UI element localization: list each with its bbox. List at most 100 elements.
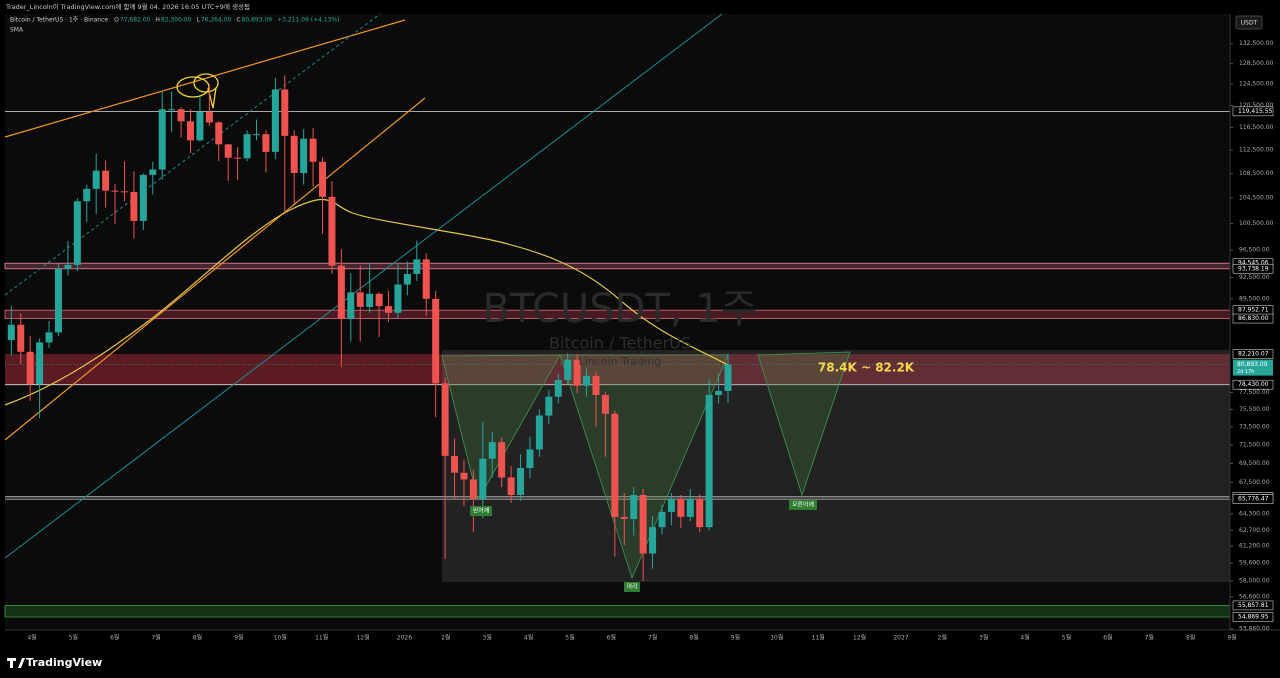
candle-body — [545, 396, 553, 416]
y-tick-label: 56,600.00 — [1239, 593, 1270, 600]
currency-button[interactable] — [1235, 15, 1263, 30]
candle-body — [196, 111, 204, 141]
price-label-box — [1232, 106, 1274, 117]
y-tick-label: 92,500.00 — [1239, 274, 1270, 281]
y-tick-label: 96,500.00 — [1239, 246, 1270, 253]
y-tick-label: 53,860.00 — [1239, 626, 1270, 633]
candle-body — [158, 109, 166, 170]
ohlc-value: 80,893.09 — [242, 17, 273, 24]
pattern-box — [442, 350, 1230, 582]
x-tick-label: 7월 — [1145, 634, 1154, 642]
label-box — [470, 506, 492, 516]
price-label-box — [1232, 263, 1274, 274]
x-tick-label: 3월 — [483, 634, 492, 642]
x-tick-label: 9월 — [1227, 634, 1236, 642]
left-shoulder-shape — [441, 354, 561, 502]
y-tick-label: 69,500.00 — [1239, 460, 1270, 467]
candle-body — [385, 306, 393, 313]
candle-body — [422, 259, 430, 299]
trend-line — [4, 19, 406, 138]
price-label-box — [1232, 494, 1274, 504]
price-label-box — [1232, 600, 1274, 611]
currency[interactable]: USDT — [1241, 20, 1258, 27]
candle-body — [479, 458, 487, 499]
y-tick-label: 71,500.00 — [1239, 441, 1270, 448]
candle-body — [469, 479, 477, 499]
candle-body — [403, 273, 411, 285]
candle-body — [356, 292, 364, 307]
price-label: 78,430.00 — [1238, 381, 1269, 388]
x-tick-label: 8월 — [1186, 634, 1195, 642]
price-label: 119,415.55 — [1238, 108, 1273, 115]
ohlc-key: C — [236, 17, 240, 24]
price-label: 54,869.95 — [1238, 614, 1269, 621]
candle-body — [611, 413, 619, 517]
y-tick-label: 61,200.00 — [1239, 543, 1270, 550]
label-box — [624, 582, 640, 592]
x-tick-label: 2월 — [938, 634, 947, 642]
candle-body — [649, 527, 657, 554]
candle-body — [102, 170, 110, 191]
candle-body — [517, 468, 525, 495]
symbol: Bitcoin / TetherUS · 1주 · Binance — [10, 17, 108, 24]
candle-body — [498, 442, 506, 478]
x-tick-label: 4월 — [27, 634, 36, 642]
channel-line — [4, 13, 723, 559]
price-label: 87,952.71 — [1238, 307, 1269, 314]
right-shoulder-label: 오른어깨 — [792, 501, 814, 509]
candle-body — [205, 111, 213, 123]
y-tick-label: 120,500.00 — [1239, 102, 1274, 109]
candle-body — [658, 511, 666, 528]
last-price: 80,893.09 — [1237, 361, 1268, 368]
price-zone — [4, 605, 1231, 618]
candle-body — [234, 157, 242, 159]
candle-body — [262, 134, 270, 152]
x-tick-label: 7월 — [648, 634, 657, 642]
y-tick-label: 124,500.00 — [1239, 81, 1274, 88]
x-tick-label: 5월 — [1062, 634, 1071, 642]
price-label-box — [1232, 612, 1274, 622]
axis-labels: 132,500.00 128,500.00 124,500.00 120,500.00… — [27, 40, 1273, 641]
zone-annotation: 78.4K ~ 82.2K — [818, 361, 915, 375]
candle-body — [488, 442, 496, 459]
x-tick-label: 4월 — [524, 634, 533, 642]
right-shoulder-shape — [757, 351, 851, 497]
x-tick-label: 6월 — [110, 634, 119, 642]
candle-body — [111, 190, 119, 192]
candle-body — [507, 477, 515, 495]
brand: TradingView — [26, 656, 102, 669]
x-tick-label: 12월 — [356, 634, 369, 642]
ohlc-key: H — [155, 17, 160, 24]
y-tick-label: 128,500.00 — [1239, 60, 1274, 67]
candle-body — [441, 383, 449, 456]
candle-body — [432, 298, 440, 384]
candle-body — [705, 394, 713, 528]
price-label: 93,738.19 — [1238, 265, 1269, 272]
label-box — [789, 500, 817, 510]
candle-body — [253, 134, 260, 136]
candle-body — [120, 191, 128, 193]
watermark-author: Lincoln Trading — [579, 355, 662, 368]
y-tick-label: 89,500.00 — [1239, 295, 1270, 302]
indicator: SMA — [10, 27, 24, 34]
price-zone — [4, 262, 1231, 270]
ohlc-value: 76,264.00 — [201, 17, 232, 24]
y-tick-label: 77,500.00 — [1239, 389, 1270, 396]
candle-body — [290, 135, 298, 174]
x-tick-label: 10월 — [274, 634, 287, 642]
footer — [0, 648, 1280, 678]
candle-body — [667, 498, 675, 512]
candle-body — [583, 375, 591, 386]
price-label: 94,545.06 — [1238, 260, 1269, 267]
sma-line — [4, 199, 729, 406]
candle-body — [564, 359, 572, 381]
candle-body — [592, 375, 600, 395]
price-label: 86,830.00 — [1238, 315, 1269, 322]
candle-body — [526, 449, 534, 469]
candle-body — [347, 292, 355, 319]
x-tick-label: 11월 — [812, 634, 825, 642]
candle-body — [130, 191, 138, 221]
countdown: 2d 17h — [1237, 369, 1254, 375]
credit: Trader_Lincoln이 TradingView.com에 함께 9월 0… — [5, 2, 250, 11]
candle-body — [26, 351, 34, 385]
